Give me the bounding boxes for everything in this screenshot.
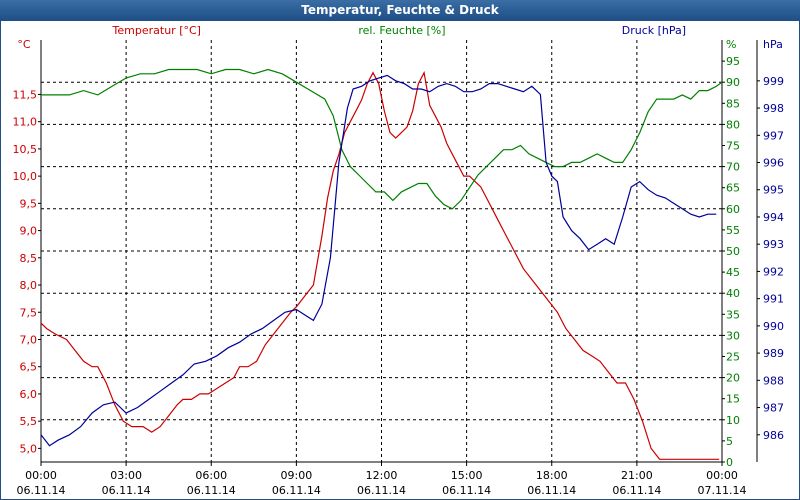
y-tick-humidity: 95 <box>726 55 740 68</box>
y-tick-humidity: 75 <box>726 140 740 153</box>
y-tick-pressure: 993 <box>763 238 784 251</box>
y-tick-temperature: 11,0 <box>13 116 38 129</box>
x-tick-date: 07.11.14 <box>698 484 747 497</box>
y-tick-humidity: 30 <box>726 329 740 342</box>
x-tick-date: 06.11.14 <box>272 484 321 497</box>
y-tick-humidity: 0 <box>726 456 733 469</box>
y-tick-pressure: 988 <box>763 374 784 387</box>
y-tick-humidity: 90 <box>726 76 740 89</box>
y-tick-humidity: 35 <box>726 308 740 321</box>
x-tick-time: 00:00 <box>706 469 738 482</box>
x-tick-date: 06.11.14 <box>17 484 66 497</box>
y-tick-pressure: 989 <box>763 347 784 360</box>
legend-pressure: Druck [hPa] <box>622 24 686 37</box>
y-tick-temperature: 10,0 <box>13 170 38 183</box>
y-tick-pressure: 999 <box>763 75 784 88</box>
series-line-humidity <box>41 68 723 210</box>
x-tick-date: 06.11.14 <box>612 484 661 497</box>
y-tick-pressure: 987 <box>763 402 784 415</box>
y-tick-temperature: 10,5 <box>13 143 38 156</box>
x-tick-time: 09:00 <box>281 469 313 482</box>
axis-unit-temperature: °C <box>17 38 31 51</box>
x-tick-time: 21:00 <box>621 469 653 482</box>
y-tick-temperature: 9,0 <box>20 225 38 238</box>
y-tick-pressure: 991 <box>763 293 784 306</box>
chart-svg: 00:00 06.11.14 03:00 06.11.14 06:00 06.11.14 0… <box>13 24 785 497</box>
x-tick-time: 15:00 <box>451 469 483 482</box>
y-tick-pressure: 986 <box>763 429 784 442</box>
y-tick-pressure: 998 <box>763 102 784 115</box>
y-tick-pressure: 990 <box>763 320 784 333</box>
axis-unit-humidity: % <box>726 38 736 51</box>
y-tick-temperature: 6,0 <box>20 388 38 401</box>
x-tick-time: 06:00 <box>195 469 227 482</box>
y-tick-pressure: 994 <box>763 211 784 224</box>
x-tick-time: 18:00 <box>536 469 568 482</box>
x-tick-time: 03:00 <box>110 469 142 482</box>
y-tick-pressure: 997 <box>763 129 784 142</box>
y-tick-pressure: 995 <box>763 184 784 197</box>
y-tick-humidity: 25 <box>726 351 740 364</box>
y-tick-temperature: 5,5 <box>20 415 38 428</box>
y-tick-humidity: 45 <box>726 266 740 279</box>
y-tick-humidity: 15 <box>726 393 740 406</box>
x-tick-date: 06.11.14 <box>187 484 236 497</box>
y-tick-humidity: 55 <box>726 224 740 237</box>
x-tick-date: 06.11.14 <box>102 484 151 497</box>
y-tick-temperature: 7,0 <box>20 333 38 346</box>
y-tick-humidity: 70 <box>726 161 740 174</box>
y-tick-pressure: 996 <box>763 157 784 170</box>
axis-unit-pressure: hPa <box>763 38 783 51</box>
x-tick-date: 06.11.14 <box>527 484 576 497</box>
y-tick-temperature: 8,0 <box>20 279 38 292</box>
y-tick-humidity: 85 <box>726 97 740 110</box>
series-line-temperature <box>40 70 720 460</box>
y-tick-temperature: 5,0 <box>20 442 38 455</box>
legend-temperature: Temperatur [°C] <box>112 24 201 37</box>
y-tick-humidity: 5 <box>726 435 733 448</box>
y-tick-humidity: 65 <box>726 182 740 195</box>
y-tick-humidity: 40 <box>726 287 740 300</box>
y-tick-pressure: 992 <box>763 265 784 278</box>
x-tick-time: 00:00 <box>25 469 57 482</box>
x-tick-date: 06.11.14 <box>357 484 406 497</box>
y-tick-temperature: 9,5 <box>20 197 38 210</box>
x-tick-date: 06.11.14 <box>442 484 491 497</box>
y-tick-temperature: 6,5 <box>20 361 38 374</box>
y-tick-humidity: 10 <box>726 414 740 427</box>
x-tick-time: 12:00 <box>366 469 398 482</box>
y-tick-temperature: 11,5 <box>13 88 38 101</box>
y-tick-humidity: 20 <box>726 372 740 385</box>
y-tick-humidity: 50 <box>726 245 740 258</box>
y-tick-temperature: 7,5 <box>20 306 38 319</box>
y-tick-humidity: 60 <box>726 203 740 216</box>
y-tick-temperature: 8,5 <box>20 252 38 265</box>
y-tick-humidity: 80 <box>726 118 740 131</box>
legend-humidity: rel. Feuchte [%] <box>358 24 445 37</box>
series-line-pressure <box>40 74 717 447</box>
chart-title: Temperatur, Feuchte & Druck <box>0 0 800 20</box>
